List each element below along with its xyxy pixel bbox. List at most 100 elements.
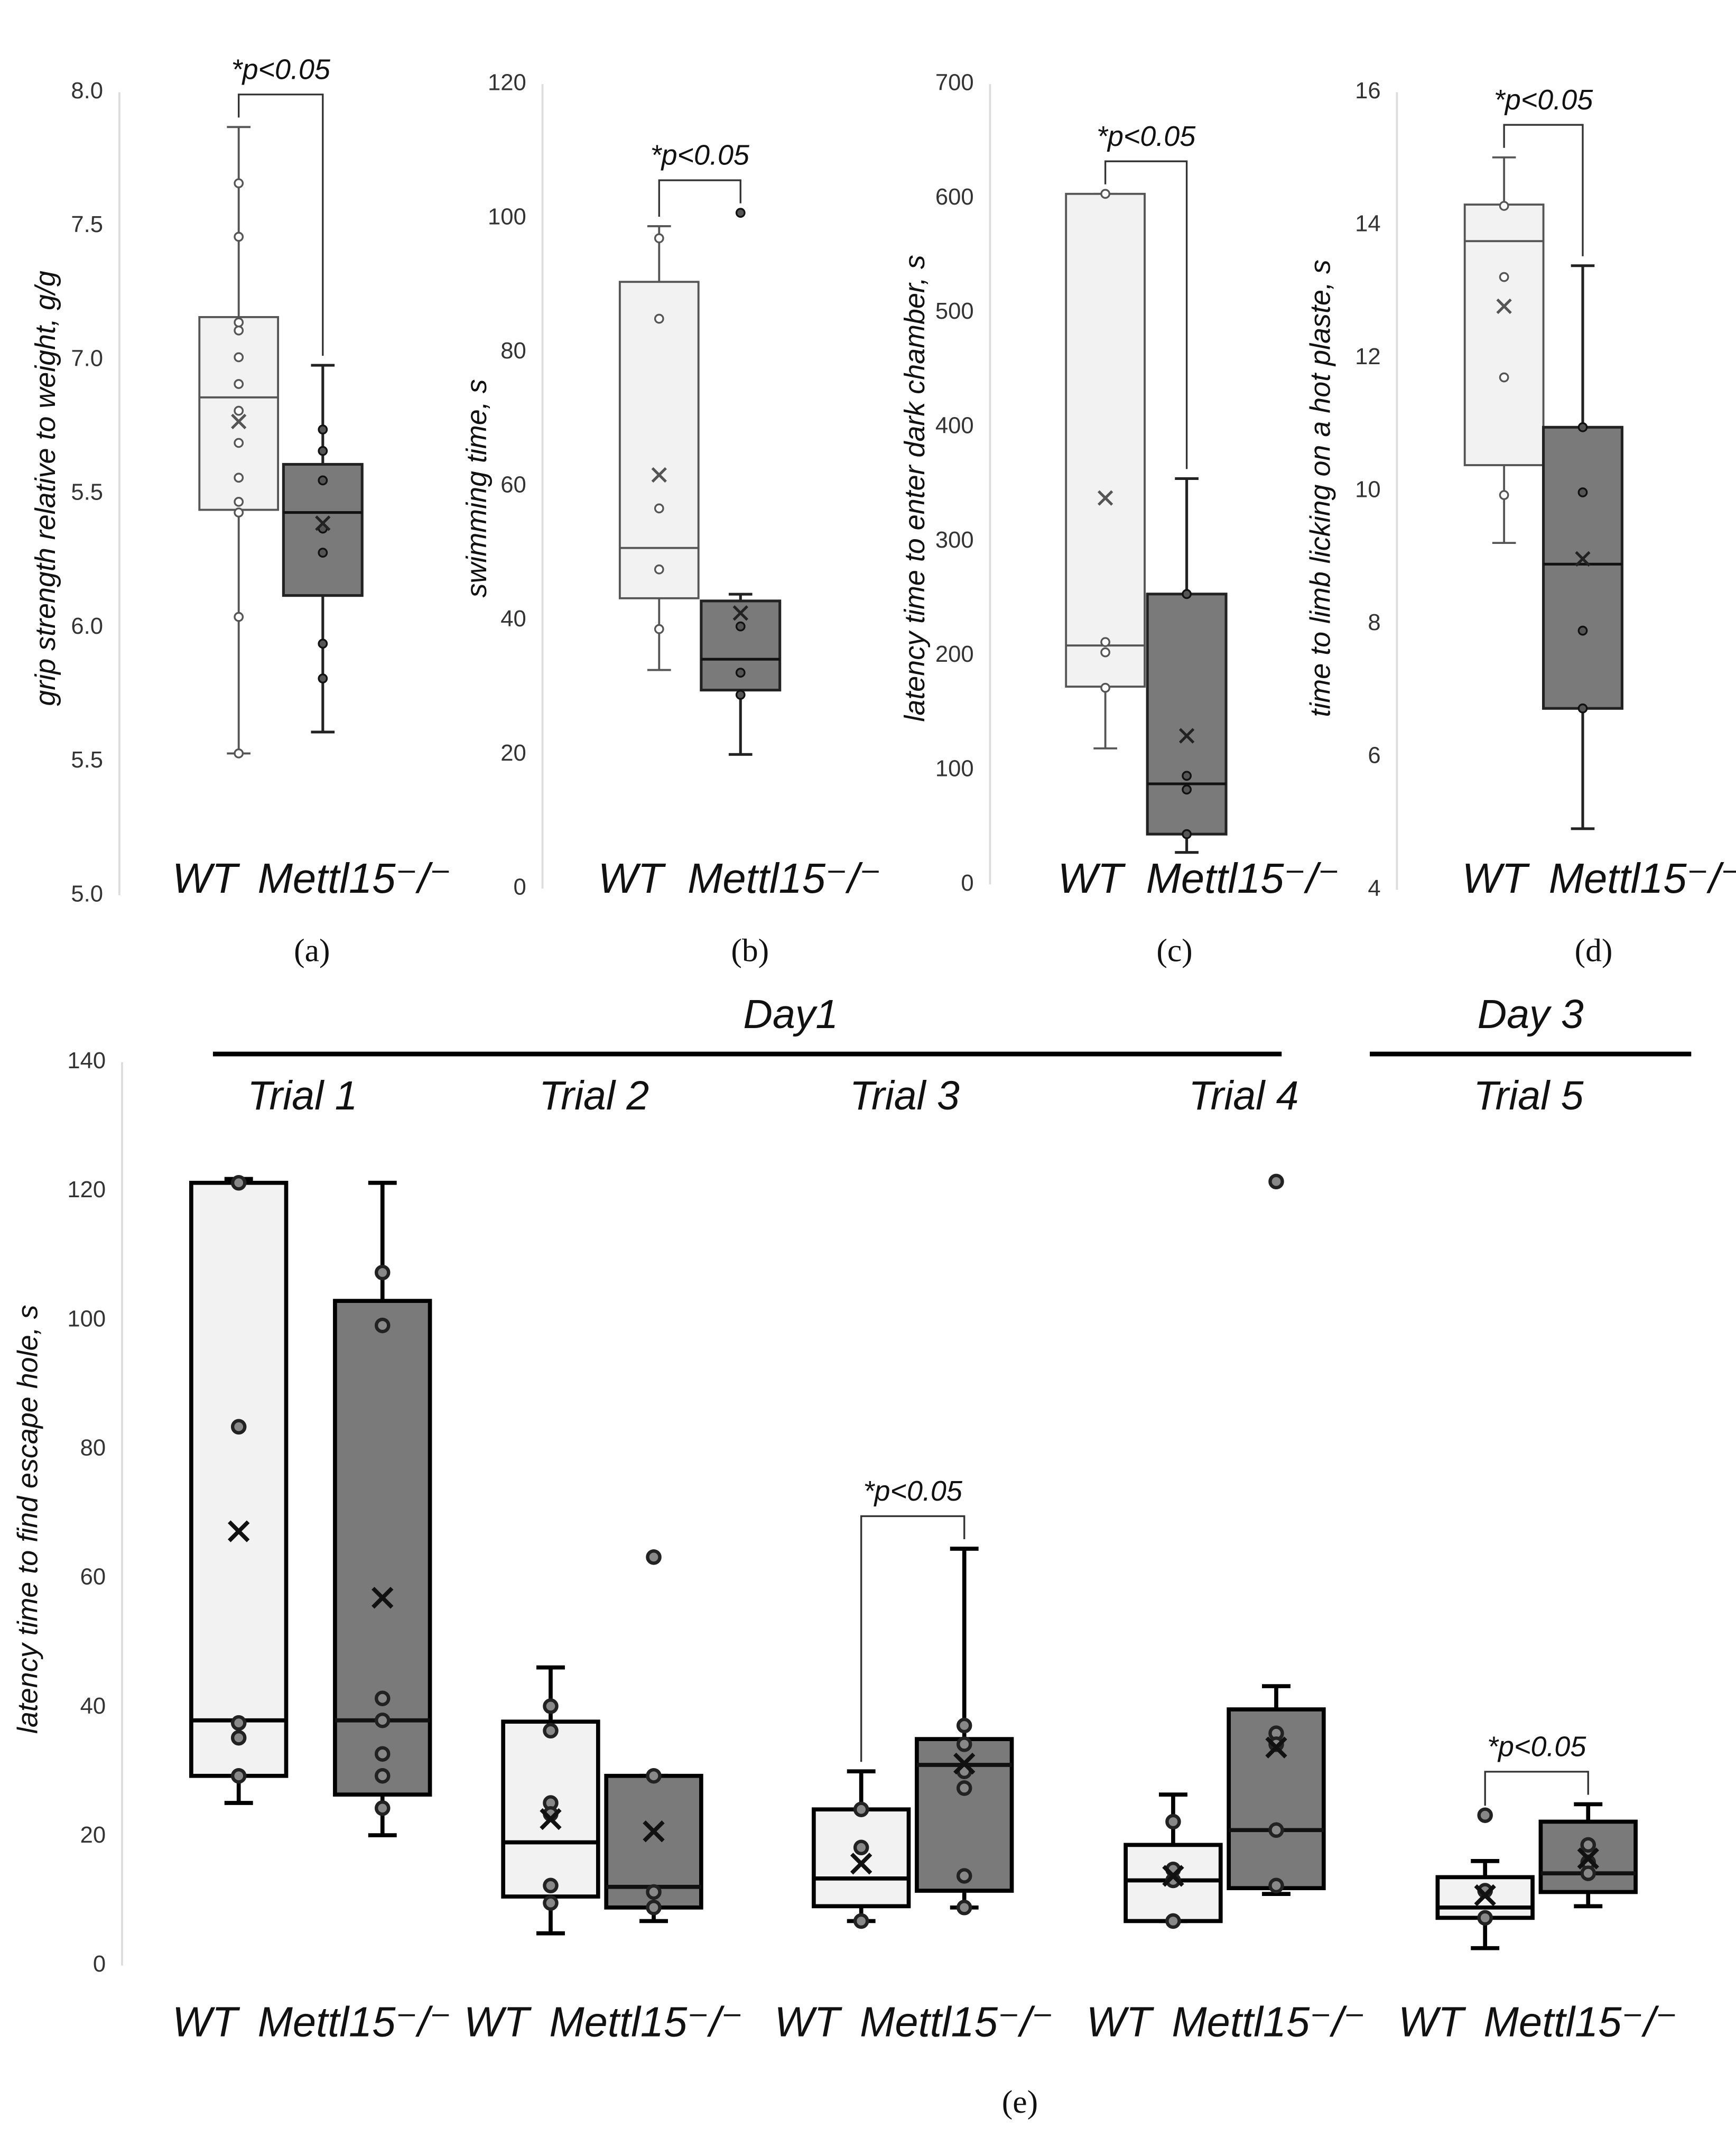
point xyxy=(1577,487,1588,497)
y-tick-label: 60 xyxy=(80,1565,106,1590)
point xyxy=(853,1913,869,1929)
y-axis-label: swimming time, s xyxy=(461,379,493,597)
x-tick-label: Mettl15⁻/⁻ xyxy=(860,1999,1054,2046)
point xyxy=(1580,1837,1596,1853)
annotation: *p<0.05 xyxy=(1494,84,1593,116)
point xyxy=(1577,625,1588,636)
point xyxy=(735,208,746,218)
y-tick-label: 300 xyxy=(935,528,974,553)
point xyxy=(1182,784,1192,795)
annotation: *p<0.05 xyxy=(1487,1731,1586,1762)
y-tick-label: 5.5 xyxy=(71,747,103,773)
x-tick-label: WT xyxy=(1087,1999,1155,2046)
y-tick-label: 400 xyxy=(935,413,974,439)
point xyxy=(956,1900,972,1916)
x-tick-label: WT xyxy=(774,1999,842,2046)
point xyxy=(234,178,244,189)
point xyxy=(318,424,328,434)
point xyxy=(543,1723,559,1739)
mean-marker xyxy=(315,515,331,531)
point xyxy=(1499,272,1509,282)
y-tick-label: 80 xyxy=(500,338,526,364)
point xyxy=(234,232,244,242)
point xyxy=(374,1746,391,1762)
point xyxy=(374,1800,391,1816)
point xyxy=(1477,1807,1493,1823)
mean-marker xyxy=(1575,551,1591,567)
point xyxy=(1100,637,1110,648)
point xyxy=(646,1884,662,1900)
mean-marker xyxy=(1162,1865,1184,1887)
x-tick-label: Mettl15⁻/⁻ xyxy=(1549,855,1736,902)
caption: (a) xyxy=(294,932,330,968)
y-tick-label: 120 xyxy=(67,1177,106,1202)
point xyxy=(956,1780,972,1796)
box xyxy=(189,1180,289,1778)
point xyxy=(654,313,664,324)
point xyxy=(735,621,746,632)
y-tick-label: 40 xyxy=(80,1694,106,1719)
mean-marker xyxy=(1097,490,1113,506)
point xyxy=(234,507,244,517)
y-tick-label: 600 xyxy=(935,184,974,210)
y-tick-label: 140 xyxy=(67,1048,106,1074)
point xyxy=(654,624,664,634)
x-tick-label: WT xyxy=(172,855,240,902)
point xyxy=(1499,201,1509,211)
significance-bracket xyxy=(238,94,324,356)
x-tick-label: Mettl15⁻/⁻ xyxy=(1146,855,1340,902)
y-tick-label: 100 xyxy=(488,204,526,229)
mean-marker xyxy=(231,413,247,430)
mean-marker xyxy=(732,605,748,621)
y-axis-label: latency time to enter dark chamber, s xyxy=(899,255,931,722)
y-tick-label: 14 xyxy=(1355,211,1381,237)
point xyxy=(234,748,244,758)
point xyxy=(956,1717,972,1734)
y-tick-label: 0 xyxy=(961,871,973,896)
box xyxy=(1146,593,1228,836)
mean-marker xyxy=(1474,1884,1496,1907)
point xyxy=(1268,1877,1284,1894)
point xyxy=(1477,1910,1493,1926)
point xyxy=(234,379,244,389)
x-tick-label: Mettl15⁻/⁻ xyxy=(258,855,452,902)
mean-marker xyxy=(651,467,667,483)
x-tick-label: WT xyxy=(1398,1999,1466,2046)
point xyxy=(1499,372,1509,383)
point xyxy=(374,1264,391,1281)
significance-bracket xyxy=(1503,124,1584,256)
y-tick-label: 0 xyxy=(93,1951,106,1977)
y-tick-label: 100 xyxy=(935,756,974,781)
point xyxy=(646,1900,662,1916)
y-axis-label: time to limb licking on a hot plaste, s xyxy=(1304,260,1336,717)
point xyxy=(234,438,244,448)
y-tick-label: 20 xyxy=(500,741,526,766)
point xyxy=(646,1768,662,1784)
point xyxy=(1182,589,1192,599)
annotation: *p<0.05 xyxy=(864,1475,963,1507)
box xyxy=(333,1299,432,1797)
caption: (d) xyxy=(1575,932,1613,968)
y-tick-label: 120 xyxy=(488,70,526,96)
point xyxy=(1100,189,1110,199)
point xyxy=(853,1801,869,1817)
day-label: Day1 xyxy=(743,992,838,1037)
mean-marker xyxy=(850,1853,872,1875)
point xyxy=(374,1768,391,1784)
point xyxy=(230,1729,247,1746)
y-tick-label: 7.5 xyxy=(71,212,103,237)
y-tick-label: 20 xyxy=(80,1823,106,1848)
significance-bracket xyxy=(658,179,741,217)
point xyxy=(318,639,328,649)
annotation: *p<0.05 xyxy=(1097,121,1196,152)
point xyxy=(1499,490,1509,500)
point xyxy=(543,1877,559,1894)
y-tick-label: 10 xyxy=(1355,477,1381,503)
point xyxy=(234,405,244,416)
box xyxy=(1542,426,1623,710)
y-tick-label: 6 xyxy=(1368,743,1380,769)
y-tick-label: 60 xyxy=(500,473,526,498)
y-tick-label: 200 xyxy=(935,642,974,667)
point xyxy=(1165,1814,1181,1830)
point xyxy=(318,475,328,486)
